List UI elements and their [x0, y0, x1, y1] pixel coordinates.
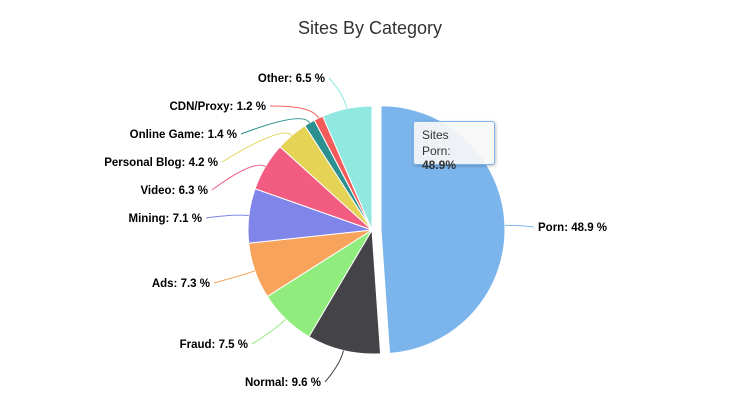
connector-ads	[213, 270, 256, 284]
tooltip-point-label: Porn:	[422, 144, 451, 158]
data-label-video: Video: 6.3 %	[140, 185, 208, 197]
slices-group	[247, 105, 506, 355]
data-label-cdn-proxy: CDN/Proxy: 1.2 %	[169, 101, 266, 113]
connector-normal	[324, 350, 344, 383]
data-label-personal-blog: Personal Blog: 4.2 %	[104, 157, 218, 169]
connector-mining	[205, 214, 249, 219]
data-label-ads: Ads: 7.3 %	[152, 278, 210, 290]
tooltip: Sites Porn: 48.9%	[413, 121, 495, 172]
data-label-other: Other: 6.5 %	[258, 73, 325, 85]
chart-title: Sites By Category	[298, 18, 442, 38]
data-label-mining: Mining: 7.1 %	[129, 213, 202, 225]
tooltip-series: Sites	[422, 128, 449, 142]
connector-fraud	[251, 318, 287, 345]
tooltip-point-value: 48.9%	[422, 158, 457, 172]
connector-cdn-proxy	[269, 105, 319, 119]
connector-porn	[504, 224, 535, 228]
data-label-porn: Porn: 48.9 %	[538, 222, 607, 234]
connector-online-game	[240, 118, 310, 135]
data-label-normal: Normal: 9.6 %	[245, 377, 321, 389]
data-label-fraud: Fraud: 7.5 %	[180, 339, 248, 351]
tooltip-point: Porn: 48.9%	[422, 144, 486, 172]
connector-personal-blog	[221, 132, 293, 163]
connector-video	[211, 164, 266, 191]
labels-group: Porn: 48.9 % Normal: 9.6 % Fraud: 7.5 % Ads…	[104, 73, 607, 389]
data-label-online-game: Online Game: 1.4 %	[130, 129, 237, 141]
connectors-group	[205, 77, 535, 383]
slice-normal[interactable]	[308, 228, 382, 355]
connector-other	[328, 77, 348, 109]
